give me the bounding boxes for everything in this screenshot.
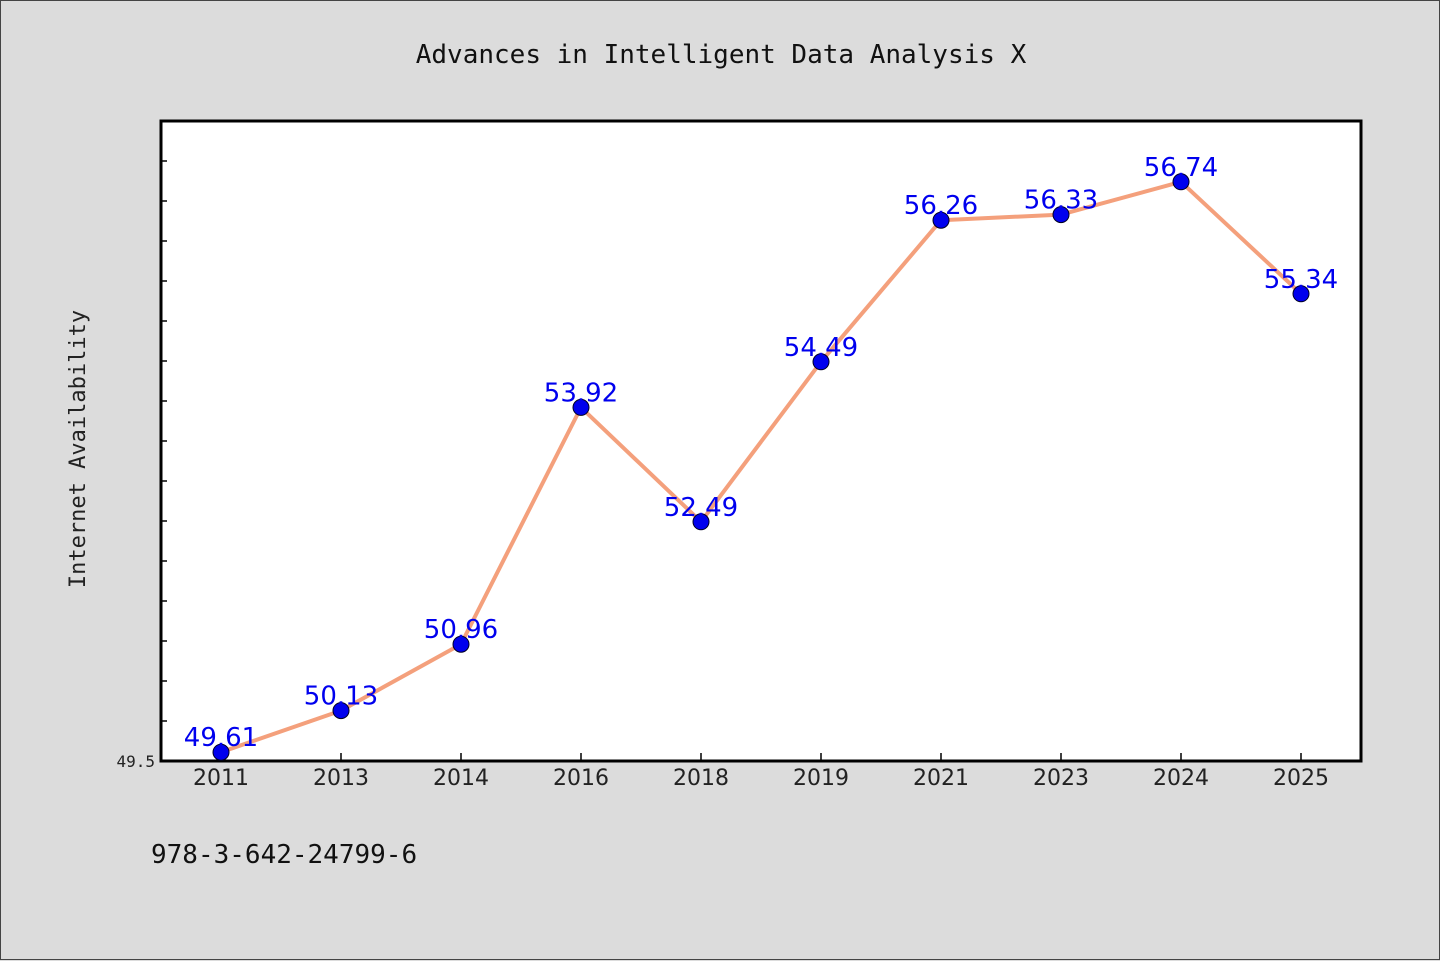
series-line-segment: [219, 708, 343, 755]
y-axis-label: Internet Availability: [66, 310, 91, 588]
data-point: [1052, 206, 1070, 224]
series-line-segment: [1059, 179, 1183, 217]
data-label: 54.49: [784, 333, 858, 363]
data-point: [572, 398, 590, 416]
series-line-group: [219, 179, 1303, 755]
x-tick-label: 2014: [433, 766, 489, 791]
x-tick-label: 2025: [1273, 766, 1329, 791]
data-point: [452, 635, 470, 653]
data-label: 56.33: [1024, 186, 1098, 216]
data-point: [332, 702, 350, 720]
data-point: [692, 513, 710, 531]
data-label: 50.96: [424, 615, 498, 645]
x-axis-tick-labels: 2011 2013 2014 2016 2018 2019 2021 2023 2024 2025: [193, 766, 1329, 791]
x-tick-label: 2019: [793, 766, 849, 791]
series-line-segment: [339, 642, 463, 713]
data-point: [1292, 285, 1310, 303]
x-tick-label: 2016: [553, 766, 609, 791]
series-line-segment: [459, 405, 583, 647]
data-label: 53.92: [544, 378, 618, 408]
chart-title: Advances in Intelligent Data Analysis X: [416, 40, 1027, 70]
x-tick-label: 2023: [1033, 766, 1089, 791]
data-label: 56.26: [904, 191, 978, 221]
data-label: 50.13: [304, 682, 378, 712]
data-label: 52.49: [664, 493, 738, 523]
x-tick-label: 2024: [1153, 766, 1209, 791]
data-label: 49.61: [184, 723, 258, 753]
data-label: 56.74: [1144, 153, 1218, 183]
data-point: [1172, 173, 1190, 191]
data-point: [812, 353, 830, 371]
data-label-group: 49.61 50.13 50.96 53.92 52.49 54.49 56.26 56.33…: [184, 153, 1338, 753]
x-tick-label: 2021: [913, 766, 969, 791]
series-marker-group: [212, 173, 1310, 761]
data-point: [212, 743, 230, 761]
data-label: 55.34: [1264, 265, 1338, 295]
isbn-footer: 978-3-642-24799-6: [151, 840, 417, 870]
series-line-segment: [819, 218, 943, 364]
y-tick-label: 49.5: [116, 752, 155, 771]
series-line-segment: [579, 405, 703, 524]
y-axis-ticks: [161, 120, 167, 762]
x-tick-label: 2011: [193, 766, 249, 791]
series-line-segment: [939, 212, 1063, 223]
series-line-segment: [1179, 179, 1303, 296]
y-axis-tick-labels: 49.5: [116, 752, 155, 771]
series-line-segment: [699, 359, 823, 524]
data-point: [932, 211, 950, 229]
x-tick-label: 2018: [673, 766, 729, 791]
x-tick-label: 2013: [313, 766, 369, 791]
